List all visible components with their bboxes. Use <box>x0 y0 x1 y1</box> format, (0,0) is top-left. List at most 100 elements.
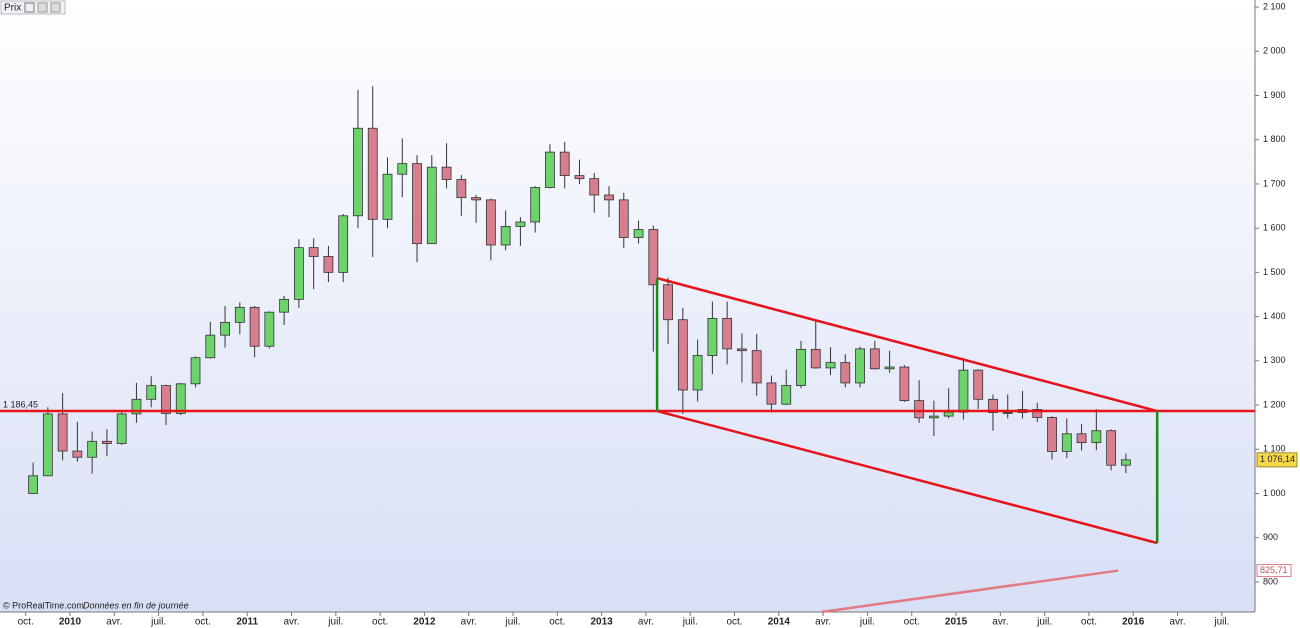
y-tick-label: 1 300 <box>1263 355 1286 365</box>
y-tick-label: 1 800 <box>1263 134 1286 144</box>
last-price-box <box>1256 452 1298 468</box>
candle-body <box>382 173 393 220</box>
settings-icon[interactable] <box>24 2 35 13</box>
candle-body <box>559 151 570 176</box>
candle-body <box>737 348 747 352</box>
candle-body <box>633 229 644 238</box>
candle-body <box>884 366 895 370</box>
trendline <box>821 569 1119 614</box>
candle-body <box>574 175 585 180</box>
candle-body <box>161 385 171 414</box>
x-tick-label: juil. <box>1036 617 1052 628</box>
x-tick-label: avr. <box>283 617 299 628</box>
candle-body <box>293 247 304 300</box>
candle-body <box>471 197 482 201</box>
candle-body <box>781 385 792 405</box>
y-tick-label: 1 100 <box>1263 444 1286 454</box>
candle-body <box>87 440 98 458</box>
y-tick-label: 1 000 <box>1263 488 1286 498</box>
x-tick-label: juil. <box>682 617 698 628</box>
candle-body <box>28 475 38 494</box>
candle-body <box>102 440 112 444</box>
plot-background <box>0 0 1255 612</box>
candle-body <box>604 194 614 201</box>
x-tick-label: avr. <box>106 617 122 628</box>
panel-label: Prix <box>4 3 21 14</box>
x-tick-label: oct. <box>18 617 34 628</box>
x-tick-label: 2014 <box>768 617 791 628</box>
candle-body <box>943 411 954 417</box>
candle-body <box>648 229 659 286</box>
candle-body <box>973 369 984 400</box>
candle-body <box>515 221 526 227</box>
candle-body <box>308 247 319 257</box>
candle-body <box>72 450 83 458</box>
last-price-label: 1 076,14 <box>1260 454 1295 464</box>
candle-body <box>323 256 334 273</box>
candle-body <box>264 311 275 347</box>
trendline <box>656 409 1158 545</box>
candle-body <box>205 334 216 359</box>
candle-body <box>397 163 408 175</box>
y-tick-label: 1 200 <box>1263 399 1286 409</box>
x-tick-label: 2011 <box>236 617 258 628</box>
candle-body <box>618 199 629 238</box>
x-tick-label: avr. <box>815 617 831 628</box>
x-tick-label: oct. <box>1081 617 1097 628</box>
panel-header <box>0 0 66 15</box>
close-icon[interactable] <box>50 2 61 13</box>
candle-body <box>589 178 600 196</box>
x-tick-label: oct. <box>904 617 920 628</box>
candle-body <box>928 415 939 419</box>
candle-body <box>1120 459 1131 466</box>
candle-body <box>249 306 260 347</box>
candle-body <box>707 317 718 356</box>
x-tick-label: juil. <box>327 617 343 628</box>
candle-body <box>663 284 673 321</box>
x-tick-label: 2013 <box>591 617 614 628</box>
candle-body <box>722 317 733 350</box>
candle-body <box>485 199 496 246</box>
candle-body <box>810 348 821 369</box>
y-tick-label: 1 700 <box>1263 178 1286 188</box>
candle-body <box>220 321 230 336</box>
x-tick-label: 2012 <box>413 617 436 628</box>
candle-body <box>988 398 998 413</box>
candle-body <box>869 348 880 370</box>
candle-body <box>1076 433 1087 444</box>
add-icon[interactable] <box>37 2 48 13</box>
candle-body <box>1061 433 1072 452</box>
candle-body <box>1002 412 1013 414</box>
x-tick-label: oct. <box>195 617 211 628</box>
x-tick-label: 2015 <box>945 617 968 628</box>
y-tick-label: 1 900 <box>1263 90 1286 100</box>
x-tick-label: avr. <box>461 617 477 628</box>
candle-body <box>279 298 290 313</box>
y-tick-label: 800 <box>1263 576 1278 586</box>
candle-body <box>530 187 541 223</box>
candle-body <box>1032 409 1043 418</box>
x-tick-label: juil. <box>859 617 875 628</box>
x-tick-label: juil. <box>505 617 521 628</box>
y-tick-label: 2 000 <box>1263 46 1286 56</box>
candle-body <box>796 348 806 386</box>
x-tick-label: avr. <box>638 617 654 628</box>
candle-body <box>840 362 851 384</box>
x-tick-label: juil. <box>150 617 166 628</box>
candle-body <box>692 355 703 391</box>
candle-body <box>1106 430 1117 466</box>
y-tick-label: 1 500 <box>1263 267 1286 277</box>
x-tick-label: oct. <box>726 617 742 628</box>
y-tick-label: 2 100 <box>1263 1 1286 11</box>
candle-body <box>545 151 555 188</box>
candle-body <box>412 163 422 245</box>
candle-body <box>958 369 969 413</box>
y-tick-label: 900 <box>1263 532 1278 542</box>
candle-body <box>116 413 127 444</box>
indicator-box <box>1256 564 1292 578</box>
candle-body <box>825 362 836 369</box>
candle-body <box>42 413 53 477</box>
candle-body <box>677 319 688 391</box>
